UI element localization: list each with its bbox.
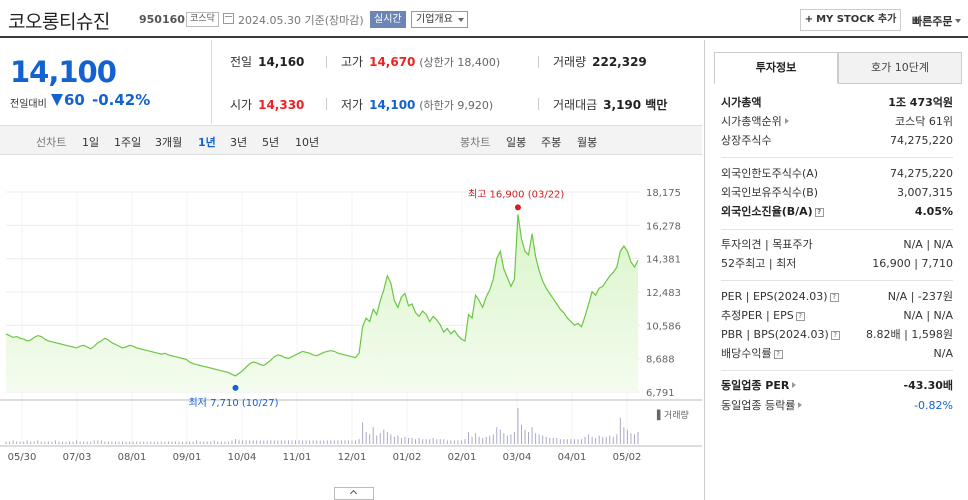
candle-weekly[interactable]: 주봉: [541, 136, 562, 149]
stock-code: 950160: [139, 13, 185, 26]
min-point: [232, 384, 239, 391]
tab-investment-info[interactable]: 투자정보: [714, 52, 838, 84]
row-opinion-target: 투자의견 | 목표주가 N/A | N/A: [721, 238, 953, 251]
chart-collapse-button[interactable]: [334, 487, 374, 500]
x-tick-label: 03/04: [503, 452, 532, 463]
down-arrow-icon: [51, 94, 63, 106]
max-annotation: 최고 16,900 (03/22): [468, 188, 564, 200]
price-line: [5, 214, 639, 377]
period-3m[interactable]: 3개월: [155, 136, 183, 149]
period-1y[interactable]: 1년: [198, 136, 216, 149]
row-market-cap-rank[interactable]: 시가총액순위 코스닥 61위: [721, 115, 953, 128]
row-industry-change[interactable]: 동일업종 등락률 -0.82%: [721, 399, 953, 412]
row-foreign-hold: 외국인보유주식수(B) 3,007,315: [721, 186, 953, 199]
chart-period-bar: 선차트 1일 1주일 3개월 1년 3년 5년 10년 봉차트 일봉 주봉 월봉: [0, 125, 702, 155]
market-badge: 코스닥: [186, 12, 219, 27]
y-tick-label: 6,791: [646, 388, 675, 399]
row-pbr-bps: PBR | BPS(2024.03)? 8.82배 | 1,598원: [721, 328, 953, 341]
change-percent: -0.42%: [92, 91, 151, 109]
realtime-button[interactable]: 실시간: [370, 11, 406, 28]
x-tick-label: 01/02: [393, 452, 422, 463]
y-tick-label: 14,381: [646, 255, 681, 266]
triangle-right-icon: [792, 382, 797, 388]
y-tick-label: 18,175: [646, 188, 681, 199]
candle-monthly[interactable]: 월봉: [577, 136, 598, 149]
calendar-icon: [223, 13, 234, 24]
x-tick-label: 09/01: [173, 452, 202, 463]
stock-header: 코오롱티슈진 950160 코스닥 2024.05.30 기준(장마감) 실시간…: [0, 0, 968, 38]
row-foreign-ratio: 외국인소진율(B/A)? 4.05%: [721, 205, 953, 218]
x-tick-label: 07/03: [63, 452, 92, 463]
candle-chart-caption: 봉차트: [460, 136, 491, 149]
help-icon[interactable]: ?: [773, 350, 783, 359]
price-area: [6, 214, 638, 392]
row-industry-per[interactable]: 동일업종 PER -43.30배: [721, 379, 953, 392]
add-mystock-button[interactable]: + MY STOCK 추가: [800, 9, 901, 31]
period-5y[interactable]: 5년: [262, 136, 280, 149]
line-chart-caption: 선차트: [36, 136, 67, 149]
x-tick-label: 10/04: [228, 452, 257, 463]
y-tick-label: 12,483: [646, 288, 681, 299]
min-annotation: 최저 7,710 (10/27): [188, 397, 278, 409]
help-icon[interactable]: ?: [830, 331, 840, 340]
stat-high: 고가 14,670 (상한가 18,400): [341, 55, 501, 69]
row-52week: 52주최고 | 최저 16,900 | 7,710: [721, 257, 953, 270]
volume-label: ▌거래량: [656, 409, 689, 421]
period-1w[interactable]: 1주일: [114, 136, 142, 149]
stock-name: 코오롱티슈진: [8, 11, 110, 33]
row-per-eps: PER | EPS(2024.03)? N/A | -237원: [721, 290, 953, 303]
add-mystock-label: MY STOCK 추가: [816, 14, 897, 25]
max-point: [514, 204, 521, 211]
help-icon[interactable]: ?: [795, 312, 805, 321]
y-tick-label: 8,688: [646, 355, 675, 366]
plus-icon: +: [804, 14, 814, 25]
company-overview-dropdown[interactable]: 기업개요: [411, 11, 468, 28]
period-10y[interactable]: 10년: [295, 136, 320, 149]
x-tick-label: 11/01: [283, 452, 312, 463]
candle-daily[interactable]: 일봉: [506, 136, 527, 149]
row-foreign-limit: 외국인한도주식수(A) 74,275,220: [721, 167, 953, 180]
x-tick-label: 02/01: [448, 452, 477, 463]
stat-open: 시가 14,330: [230, 98, 305, 112]
stat-volume: 거래량 222,329: [553, 55, 647, 69]
row-listed-shares: 상장주식수 74,275,220: [721, 134, 953, 147]
stat-amount: 거래대금 3,190 백만: [553, 98, 668, 112]
row-market-cap: 시가총액 1조 473억원: [721, 96, 953, 109]
period-1d[interactable]: 1일: [82, 136, 100, 149]
help-icon[interactable]: ?: [829, 293, 839, 302]
help-icon[interactable]: ?: [814, 208, 824, 217]
triangle-right-icon: [784, 118, 789, 124]
change-amount: 60: [64, 91, 85, 109]
x-tick-label: 04/01: [558, 452, 587, 463]
row-est-per-eps: 추정PER | EPS? N/A | N/A: [721, 309, 953, 322]
tab-order-book[interactable]: 호가 10단계: [838, 52, 962, 84]
price-chart[interactable]: 18,175 16,278 14,381 12,483 10,586 8,688 6,791…: [0, 156, 702, 500]
stat-prev-close: 전일 14,160: [230, 55, 305, 69]
y-tick-label: 10,586: [646, 321, 681, 332]
y-tick-label: 16,278: [646, 221, 681, 232]
row-dividend: 배당수익률? N/A: [721, 347, 953, 360]
base-date: 2024.05.30 기준(장마감): [238, 14, 364, 27]
price-summary: 14,100 전일대비 60 -0.42%: [0, 40, 212, 124]
x-tick-label: 05/30: [8, 452, 37, 463]
triangle-right-icon: [798, 402, 803, 408]
investment-info-panel: 투자정보 호가 10단계 시가총액 1조 473억원 시가총액순위 코스닥 61위 …: [704, 40, 968, 500]
x-tick-label: 05/02: [613, 452, 642, 463]
price-chart-svg: 18,175 16,278 14,381 12,483 10,586 8,688 6,791…: [0, 188, 702, 463]
stat-low: 저가 14,100 (하한가 9,920): [341, 98, 494, 112]
x-tick-label: 08/01: [118, 452, 147, 463]
period-3y[interactable]: 3년: [230, 136, 248, 149]
x-tick-label: 12/01: [338, 452, 367, 463]
change-label: 전일대비: [10, 99, 47, 110]
price-stats: 전일 14,160 고가 14,670 (상한가 18,400) 거래량 222,32…: [213, 40, 703, 124]
quick-order-button[interactable]: 빠른주문: [912, 13, 961, 29]
current-price: 14,100: [10, 55, 117, 89]
